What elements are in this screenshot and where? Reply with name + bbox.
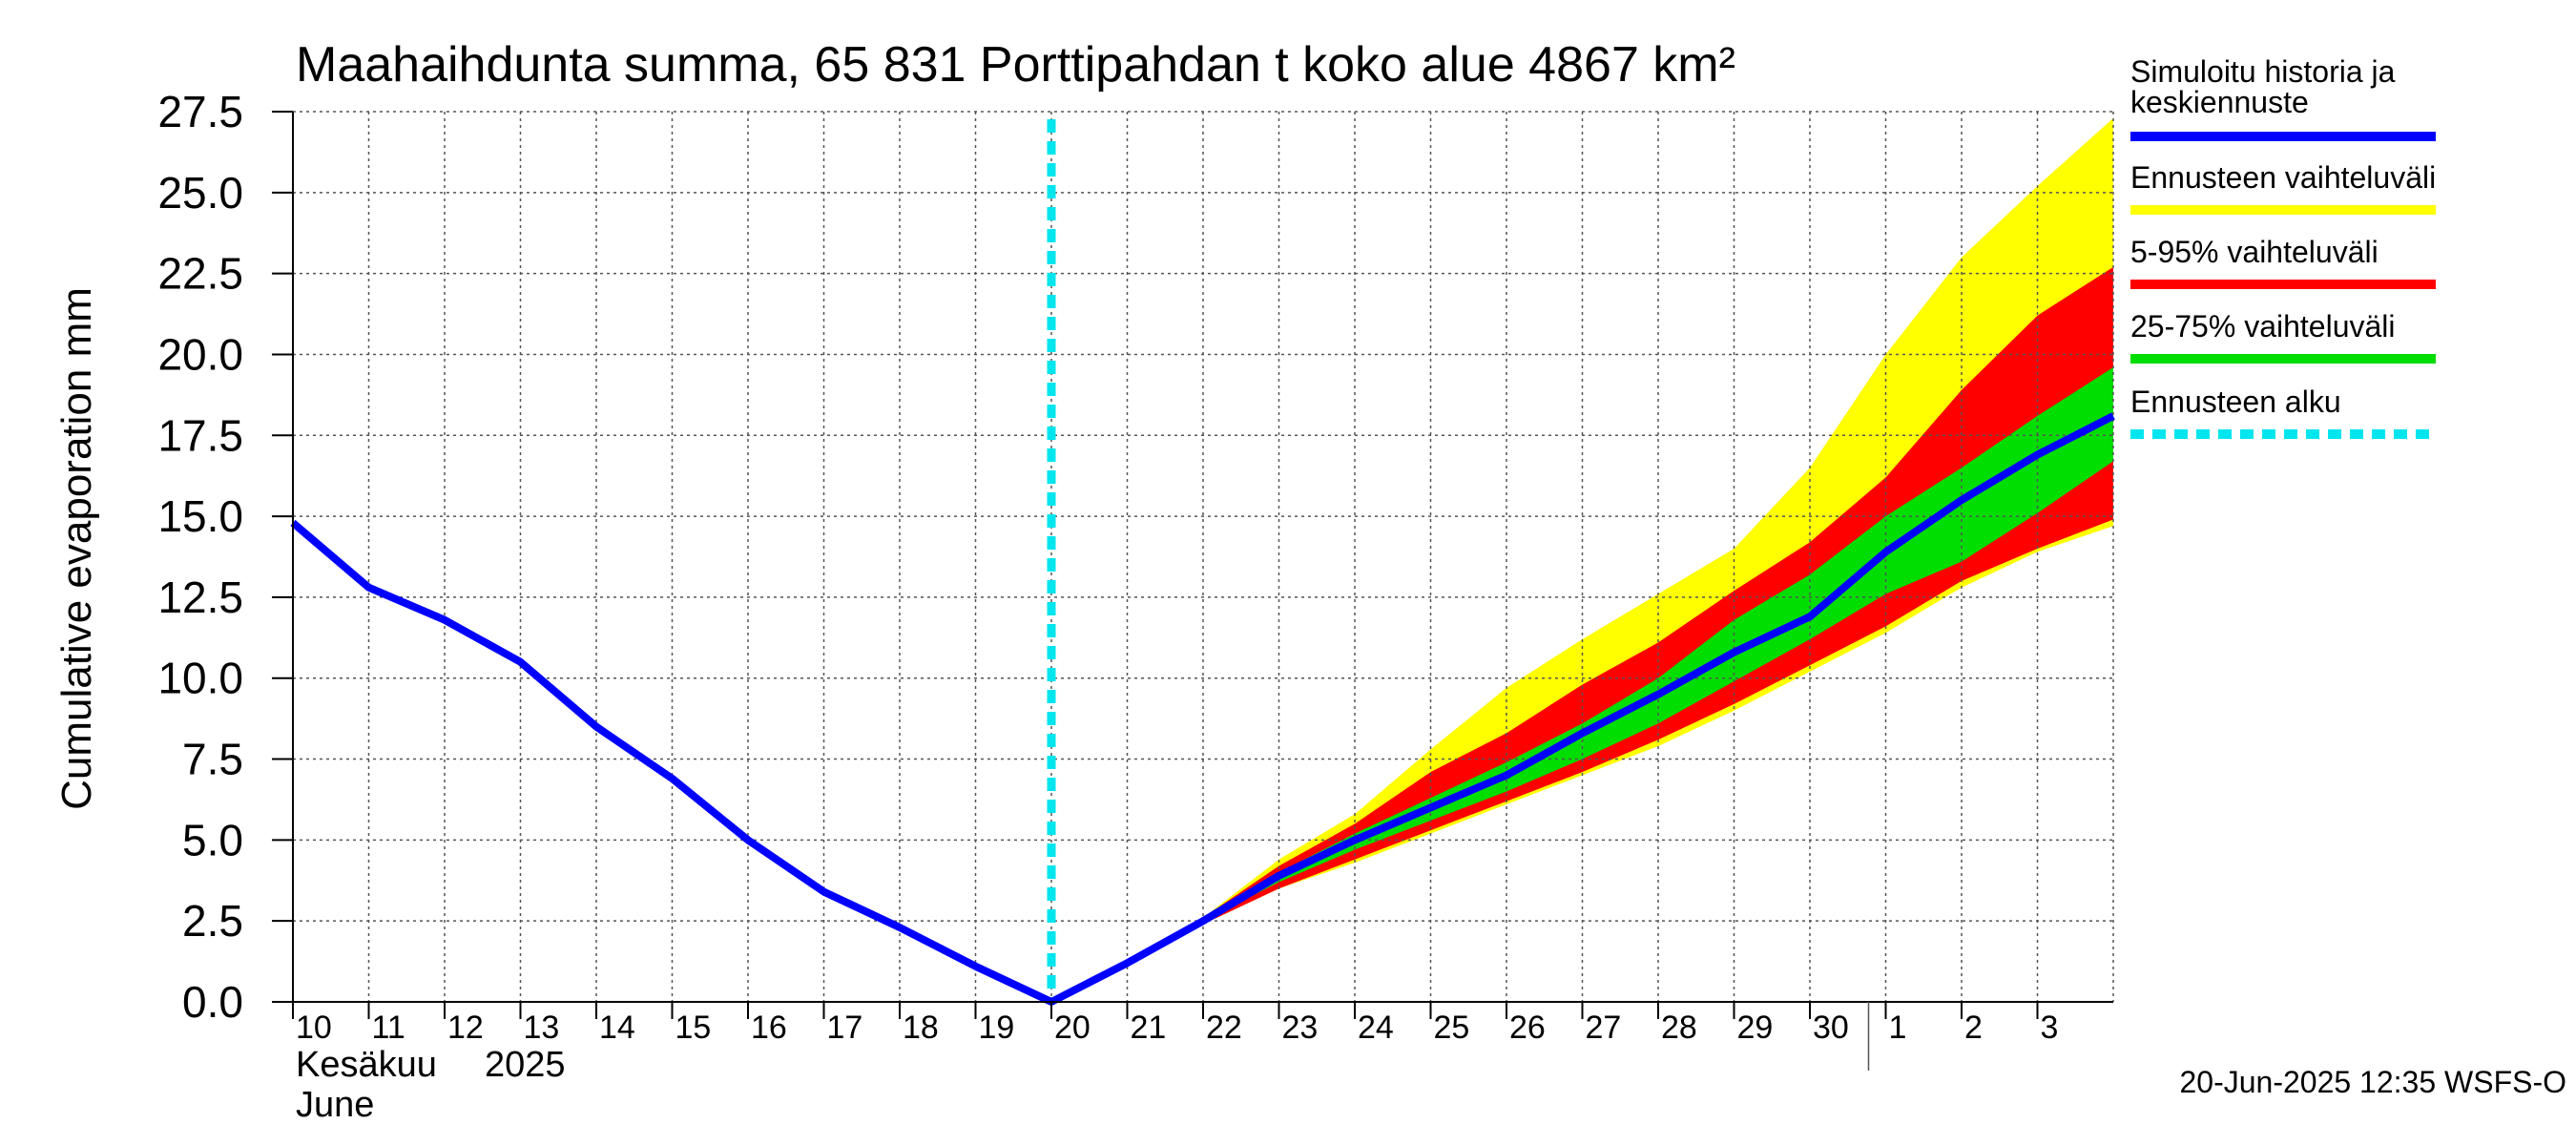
y-tick-label: 10.0 <box>157 654 243 703</box>
x-tick-label: 23 <box>1282 1010 1319 1046</box>
legend-label: 5-95% vaihteluväli <box>2130 235 2379 269</box>
legend-label: Ennusteen vaihteluväli <box>2130 160 2436 195</box>
x-tick-label: 13 <box>524 1010 560 1046</box>
y-tick-label: 25.0 <box>157 168 243 218</box>
x-tick-label: 17 <box>827 1010 863 1046</box>
x-tick-label: 18 <box>903 1010 939 1046</box>
x-tick-label: 28 <box>1661 1010 1697 1046</box>
y-tick-label: 7.5 <box>182 735 243 784</box>
y-tick-label: 27.5 <box>157 87 243 136</box>
y-tick-label: 12.5 <box>157 572 243 622</box>
x-tick-label: 1 <box>1889 1010 1907 1046</box>
plot-area: 0.0 2.5 5.0 7.5 10.0 12.5 15.0 17.5 20.0 22.5 25.0… <box>157 87 2115 1071</box>
x-tick-label: 20 <box>1054 1010 1091 1046</box>
x-tick-label: 24 <box>1358 1010 1394 1046</box>
chart-title: Maahaihdunta summa, 65 831 Porttipahdan … <box>296 37 1735 93</box>
x-tick-label: 3 <box>2041 1010 2059 1046</box>
x-tick-label: 30 <box>1813 1010 1849 1046</box>
x-tick-label: 15 <box>675 1010 712 1046</box>
median-line <box>290 412 2115 1006</box>
x-tick-label: 14 <box>599 1010 635 1046</box>
legend-label: Ennusteen alku <box>2130 385 2341 419</box>
footer-timestamp: 20-Jun-2025 12:35 WSFS-O <box>2179 1065 2566 1099</box>
x-tick-label: 25 <box>1434 1010 1470 1046</box>
x-tick-label: 29 <box>1737 1010 1774 1046</box>
x-tick-label: 16 <box>751 1010 787 1046</box>
x-axis-month-label-fi: Kesäkuu <box>296 1045 437 1085</box>
y-tick-label: 22.5 <box>157 249 243 299</box>
y-axis-label: Cumulative evaporation mm <box>53 287 100 810</box>
legend-label: Simuloitu historia ja <box>2130 54 2396 89</box>
x-tick-label: 2 <box>1964 1010 1983 1046</box>
y-tick-label: 20.0 <box>157 329 243 379</box>
y-tick-label: 15.0 <box>157 491 243 541</box>
grid <box>292 111 2114 1003</box>
y-tick-label: 2.5 <box>182 896 243 946</box>
y-tick-label: 17.5 <box>157 410 243 460</box>
legend-label: keskiennuste <box>2130 85 2309 119</box>
y-tick-label: 5.0 <box>182 815 243 864</box>
x-tick-label: 26 <box>1509 1010 1546 1046</box>
x-axis-year-label: 2025 <box>485 1045 566 1085</box>
x-tick-label: 22 <box>1206 1010 1242 1046</box>
legend-label: 25-75% vaihteluväli <box>2130 309 2396 344</box>
x-tick-label: 11 <box>372 1010 405 1046</box>
x-tick-label: 12 <box>447 1010 484 1046</box>
x-tick-label: 21 <box>1131 1010 1167 1046</box>
x-tick-label: 19 <box>979 1010 1015 1046</box>
x-tick-label: 10 <box>296 1010 332 1046</box>
x-tick-label: 27 <box>1586 1010 1622 1046</box>
x-axis-month-label-en: June <box>296 1085 374 1125</box>
y-tick-label: 0.0 <box>182 977 243 1027</box>
